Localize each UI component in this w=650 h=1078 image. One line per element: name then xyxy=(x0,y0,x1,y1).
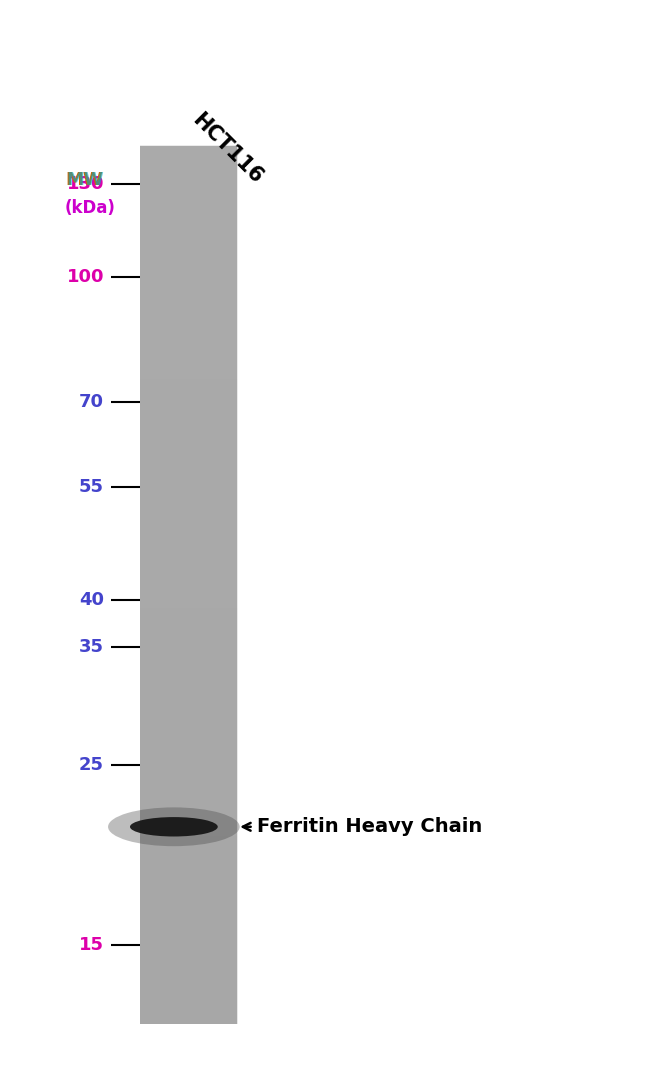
Bar xyxy=(140,146,237,1024)
Text: 25: 25 xyxy=(79,757,104,774)
Ellipse shape xyxy=(108,807,240,846)
Text: 130: 130 xyxy=(66,175,104,193)
Text: HCT116: HCT116 xyxy=(188,110,266,188)
Text: MW: MW xyxy=(65,171,103,189)
Ellipse shape xyxy=(130,817,218,837)
Text: Ferritin Heavy Chain: Ferritin Heavy Chain xyxy=(257,817,482,837)
Text: 15: 15 xyxy=(79,937,104,954)
Text: 100: 100 xyxy=(66,267,104,286)
Text: 70: 70 xyxy=(79,393,104,412)
Text: 40: 40 xyxy=(79,591,104,609)
Text: (kDa): (kDa) xyxy=(65,199,116,217)
Text: 35: 35 xyxy=(79,638,104,655)
Text: 55: 55 xyxy=(79,479,104,496)
Text: MW: MW xyxy=(66,171,104,189)
